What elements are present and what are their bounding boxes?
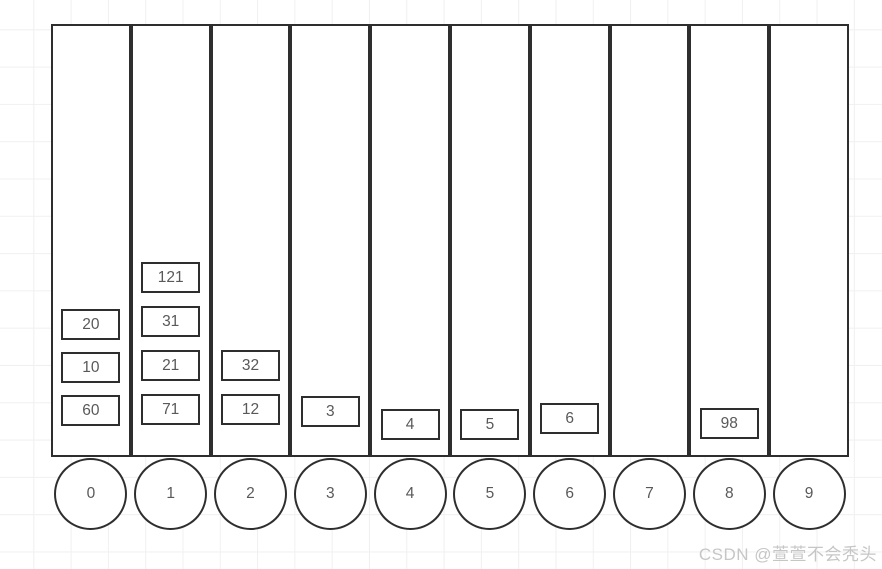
bucket-item-box: 20 [61,309,121,340]
bucket-2: 32 12 [210,24,291,457]
bucket-1: 121 31 21 71 [130,24,211,457]
bucket-item-box: 5 [460,409,520,440]
bucket-7 [609,24,690,457]
watermark: CSDN @萱萱不会秃头 [698,545,877,564]
bucket-0: 20 10 60 [51,24,131,457]
bucket-item-box: 60 [61,395,121,426]
bucket-3: 3 [290,24,371,457]
bucket-index-circle: 1 [134,458,208,530]
bucket-index-slot: 2 [211,458,291,534]
bucket-item-box: 31 [141,306,201,337]
bucket-item-box: 121 [141,262,201,293]
bucket-index-circle: 2 [213,458,287,530]
bucket-item-box: 3 [300,396,360,427]
bucket-index-circle: 6 [533,458,607,530]
bucket-4: 4 [370,24,450,457]
bucket-index-slot: 5 [450,458,530,534]
bucket-index-circle: 9 [772,458,846,530]
bucket-index-circle: 5 [453,458,527,530]
bucket-item-box: 6 [540,403,600,434]
bucket-item-box: 32 [220,350,280,381]
bucket-index-slot: 8 [689,458,769,534]
bucket-6: 6 [529,24,610,457]
bucket-8: 98 [689,24,770,457]
bucket-5: 5 [449,24,530,457]
bucket-item-box: 98 [699,408,759,439]
bucket-index-circle: 7 [612,458,686,530]
bucket-item-box: 12 [220,394,280,425]
bucket-index-slot: 1 [131,458,211,534]
bucket-item-box: 10 [61,352,121,383]
bucket-index-circle: 3 [293,458,367,530]
bucket-index-slot: 3 [290,458,370,534]
bucket-index-slot: 4 [370,458,450,534]
bucket-index-slot: 6 [530,458,610,534]
bucket-index-slot: 0 [51,458,131,534]
buckets-row: 20 10 60 121 31 21 71 32 12 3 4 5 6 98 [51,24,849,457]
bucket-item-box: 21 [141,350,201,381]
bucket-index-slot: 9 [769,458,849,534]
bucket-item-box: 71 [141,394,201,425]
bucket-index-slot: 7 [610,458,690,534]
bucket-index-circle: 0 [54,458,128,530]
bucket-index-circle: 4 [373,458,447,530]
bucket-item-box: 4 [380,409,440,440]
bucket-index-circle: 8 [692,458,766,530]
bucket-9 [769,24,849,457]
